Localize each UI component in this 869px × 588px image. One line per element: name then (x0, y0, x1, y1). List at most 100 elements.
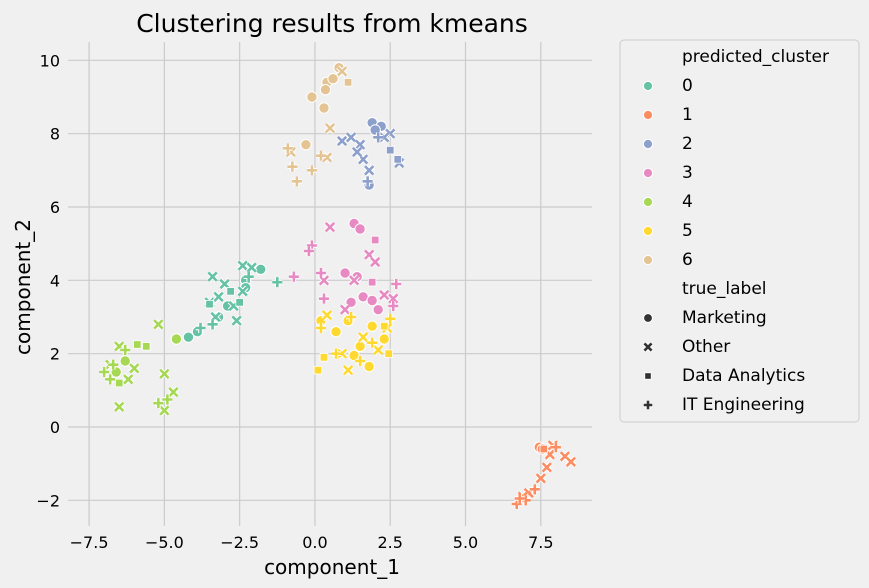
legend-cluster-label: 3 (682, 163, 693, 183)
x-axis-ticks: −7.5 −5.0 −2.5 0.0 2.5 5.0 7.5 (70, 533, 554, 552)
data-point (324, 122, 336, 134)
data-point (128, 362, 141, 375)
data-point (133, 340, 142, 349)
data-point (243, 271, 254, 282)
legend-cluster-label: 0 (682, 76, 693, 96)
plot-area (68, 42, 592, 526)
data-point (142, 342, 151, 351)
legend-cluster-label: 4 (682, 192, 693, 212)
data-point (372, 344, 385, 356)
data-point (122, 373, 135, 386)
data-point (324, 221, 336, 233)
data-point (300, 138, 312, 151)
chart-title: Clustering results from kmeans (136, 9, 528, 38)
data-point (363, 360, 375, 373)
legend-marker (643, 313, 653, 323)
data-point (113, 401, 126, 413)
data-point (565, 456, 577, 468)
data-point (170, 333, 183, 345)
data-point (218, 278, 231, 290)
data-point (321, 309, 333, 321)
data-point (539, 444, 549, 454)
data-point (255, 263, 267, 276)
data-point (367, 277, 377, 287)
y-axis-title: component_2 (11, 219, 35, 355)
data-point (105, 374, 116, 385)
data-point (287, 161, 298, 172)
data-point (354, 138, 366, 151)
data-point (380, 321, 389, 331)
data-point (345, 131, 357, 144)
legend-cluster-label: 1 (682, 105, 693, 125)
data-point (158, 404, 171, 417)
legend-frame (619, 39, 860, 423)
y-tick-label: 6 (50, 198, 60, 217)
data-point (282, 143, 293, 154)
data-point (550, 442, 561, 453)
data-point (343, 78, 353, 87)
data-point (195, 323, 206, 333)
legend-marker (642, 80, 654, 92)
grid (68, 42, 592, 526)
legend-label: Other (682, 337, 730, 357)
data-point (342, 364, 354, 376)
data-point (152, 318, 165, 331)
data-point (158, 368, 171, 380)
legend-hue-title: predicted_cluster (682, 47, 829, 67)
legend-marker (644, 372, 652, 380)
x-tick-label: −7.5 (70, 533, 109, 552)
legend-cluster-label: 5 (682, 221, 693, 241)
data-point (348, 349, 360, 362)
data-point (366, 294, 378, 307)
x-tick-label: 5.0 (453, 533, 478, 552)
x-tick-label: 0.0 (302, 533, 327, 552)
data-point (99, 367, 110, 377)
legend-label: Marketing (682, 308, 767, 328)
data-point (354, 223, 366, 235)
y-tick-label: 2 (50, 345, 60, 364)
y-tick-label: 4 (50, 271, 60, 290)
data-point (108, 359, 119, 370)
data-point (354, 340, 366, 353)
data-point (230, 314, 243, 327)
legend-marker (642, 167, 654, 179)
data-point (236, 259, 249, 272)
data-point (529, 484, 540, 495)
data-point (387, 292, 400, 305)
data-point (378, 289, 391, 301)
data-point (336, 135, 348, 147)
data-point (384, 349, 393, 358)
data-point (346, 312, 357, 322)
data-point (205, 299, 214, 309)
data-point (313, 365, 323, 375)
data-point (336, 347, 348, 360)
x-tick-label: −5.0 (145, 533, 184, 552)
data-point (319, 353, 329, 362)
x-axis-title: component_1 (264, 555, 400, 579)
data-point (306, 165, 317, 176)
x-tick-label: 2.5 (378, 533, 403, 552)
legend-marker (642, 341, 654, 353)
data-point (330, 325, 342, 338)
data-point (236, 285, 249, 298)
legend-marker (643, 400, 653, 410)
data-point (114, 378, 124, 388)
legend-style-title: true_label (682, 279, 767, 299)
data-point (206, 270, 219, 283)
data-points (99, 61, 577, 509)
legend-marker (642, 254, 654, 266)
data-point (336, 65, 348, 78)
data-point (291, 176, 302, 187)
data-point (534, 472, 547, 485)
plot-background (68, 42, 592, 526)
legend-cluster-label: 6 (682, 250, 693, 270)
data-point (288, 271, 299, 282)
data-point (162, 394, 173, 405)
y-tick-label: −2 (36, 491, 60, 510)
data-point (119, 355, 131, 367)
data-point (327, 72, 339, 85)
data-point (235, 298, 244, 307)
data-point (369, 256, 381, 268)
data-point (514, 493, 525, 504)
data-point (366, 320, 378, 332)
